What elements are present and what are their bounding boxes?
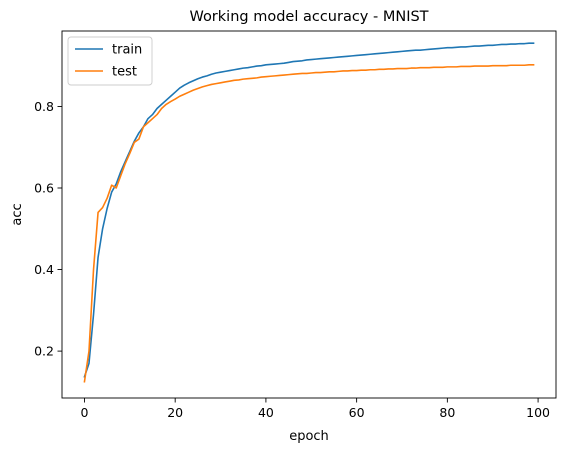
y-tick-label: 0.4 <box>34 262 54 277</box>
x-tick-label: 20 <box>167 405 183 420</box>
series-line-train <box>83 42 535 378</box>
y-tick-label: 0.8 <box>34 99 54 114</box>
x-tick-label: 80 <box>439 405 455 420</box>
axes-frame <box>61 30 557 399</box>
y-tick-label: 0.6 <box>34 180 54 195</box>
x-tick-label: 100 <box>526 405 550 420</box>
series-line-test <box>83 64 535 383</box>
x-axis-label: epoch <box>289 429 329 444</box>
legend-label-train: train <box>112 43 142 58</box>
x-tick-label: 0 <box>80 405 88 420</box>
x-tick-label: 60 <box>349 405 365 420</box>
x-tick-label: 40 <box>258 405 274 420</box>
y-tick-label: 0.2 <box>34 344 54 359</box>
plot-area: 0 20 40 60 80 100 0.2 0.4 0.6 0.8 <box>34 30 557 420</box>
chart-title: Working model accuracy - MNIST <box>189 9 428 25</box>
y-axis-label: acc <box>10 203 25 225</box>
legend-label-test: test <box>112 65 137 80</box>
legend: train test <box>67 36 153 86</box>
